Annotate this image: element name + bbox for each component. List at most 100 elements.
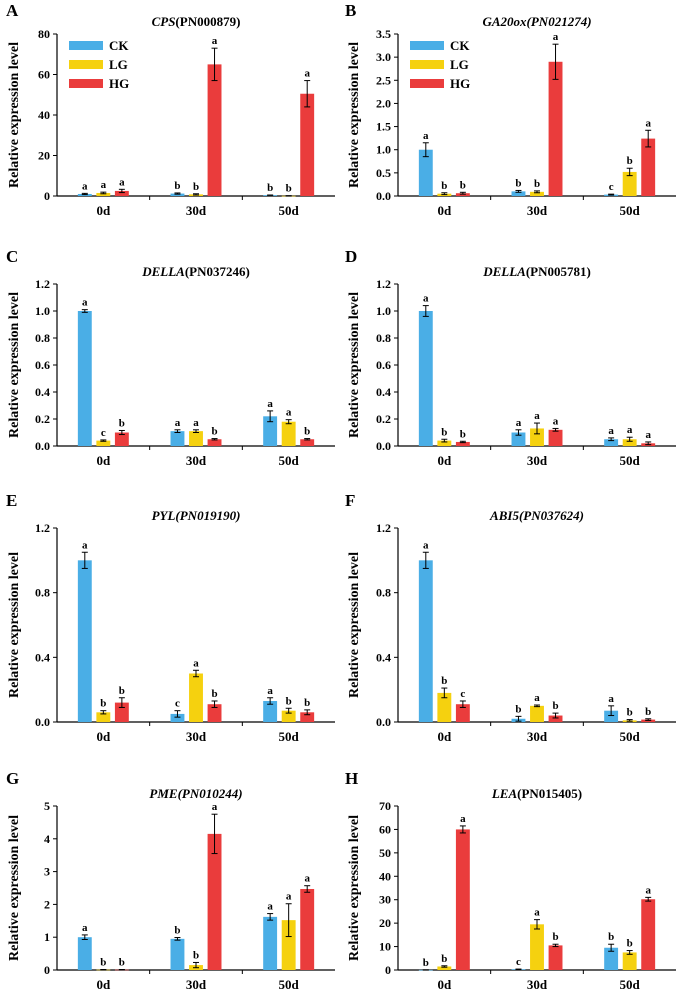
significance-letter: a [553,415,559,427]
title-gene: DELLA [141,264,185,279]
title-gene: CPS [152,14,176,29]
y-tick-label: 2.0 [376,96,391,110]
bar-ck-0d [77,311,92,446]
significance-letter: b [441,675,447,687]
bar-ck-0d [77,937,92,970]
significance-letter: a [423,539,429,551]
bar-ck-50d [604,710,619,722]
significance-letter: b [119,957,125,969]
y-tick-label: 60 [38,68,50,82]
y-tick-label: 0 [385,963,391,977]
panel-label: A [6,1,19,20]
legend-label-hg: HG [450,76,470,91]
x-tick-label: 30d [527,453,548,468]
y-axis-label: Relative expression level [7,552,22,698]
panel-b: B GA20ox(PN021274) Relative expression lev… [345,1,676,218]
bar-lg-0d [96,712,111,722]
significance-letter: b [267,182,273,194]
significance-letter: b [460,428,466,440]
x-tick-label: 50d [279,977,300,991]
bar-hg-0d [114,702,129,722]
significance-letter: a [101,179,107,191]
bar-ck-0d [418,311,433,446]
significance-letter: a [645,429,651,441]
legend-swatch-hg [410,79,444,88]
y-tick-label: 0.8 [376,331,391,345]
y-tick-label: 50 [379,846,391,860]
title-id: (PN015405) [517,786,582,801]
legend-label-ck: CK [109,38,129,53]
significance-letter: b [627,707,633,719]
y-tick-label: 40 [38,108,50,122]
legend-label-lg: LG [109,57,128,72]
chart-title: PME(PN010244) [149,786,242,801]
chart-title: CPS(PN000879) [152,14,241,29]
x-tick-label: 30d [527,977,548,991]
significance-letter: b [552,931,558,943]
y-tick-label: 0.4 [35,385,50,399]
significance-letter: a [82,297,88,309]
bar-ck-30d [170,193,185,196]
significance-letter: b [174,925,180,937]
title-gene: PME [149,786,178,801]
bar-hg-50d [641,138,656,196]
bar-hg-50d [300,439,315,446]
y-tick-label: 10 [379,940,391,954]
chart-title: DELLA(PN037246) [141,264,250,279]
significance-letter: b [119,685,125,697]
bar-hg-50d [300,888,315,970]
bar-hg-50d [300,712,315,722]
significance-letter: c [516,956,521,968]
significance-letter: a [193,417,199,429]
bar-hg-30d [207,64,222,196]
significance-letter: a [267,398,273,410]
significance-letter: a [423,293,429,305]
significance-letter: a [534,907,540,919]
significance-letter: a [212,35,218,47]
chart-title: DELLA(PN005781) [482,264,591,279]
y-tick-label: 0.4 [376,650,391,664]
significance-letter: b [608,931,614,943]
bar-lg-50d [622,171,637,196]
legend-swatch-ck [410,41,444,50]
y-tick-label: 1.0 [376,304,391,318]
y-tick-label: 0.8 [35,331,50,345]
bar-ck-50d [604,947,619,970]
x-tick-label: 30d [186,977,207,991]
bar-ck-0d [418,149,433,196]
significance-letter: b [119,417,125,429]
y-axis-label: Relative expression level [347,552,362,698]
significance-letter: a [286,407,292,419]
y-tick-label: 1.2 [35,521,50,535]
y-tick-label: 20 [379,916,391,930]
significance-letter: a [267,901,273,913]
significance-letter: b [441,426,447,438]
bar-hg-0d [114,432,129,446]
legend-swatch-ck [69,41,103,50]
significance-letter: b [304,426,310,438]
chart-title: ABI5(PN037624) [489,508,584,523]
significance-letter: b [286,695,292,707]
title-gene: DELLA [482,264,526,279]
bar-hg-0d [455,829,470,970]
title-id: (PN037246) [185,264,250,279]
chart-title: PYL(PN019190) [152,508,241,523]
y-tick-label: 30 [379,893,391,907]
significance-letter: b [515,177,521,189]
significance-letter: b [460,179,466,191]
panel-label: H [345,769,358,788]
y-tick-label: 5 [44,799,50,813]
y-tick-label: 3 [44,865,50,879]
significance-letter: c [101,427,106,439]
significance-letter: b [441,180,447,192]
significance-letter: b [193,949,199,961]
legend-label-ck: CK [450,38,470,53]
bar-hg-30d [207,833,222,970]
y-tick-label: 1.0 [35,304,50,318]
title-gene: GA20ox [482,14,527,29]
y-tick-label: 0.0 [376,439,391,453]
significance-letter: b [645,706,651,718]
y-tick-label: 1.0 [376,143,391,157]
significance-letter: a [212,801,218,813]
bar-lg-50d [281,421,296,446]
